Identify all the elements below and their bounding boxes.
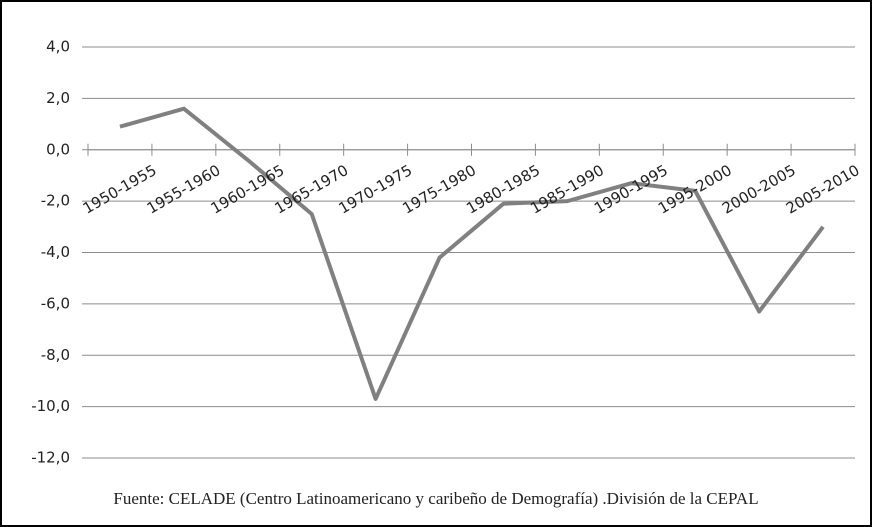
y-tick-label: 4,0 bbox=[46, 38, 70, 56]
data-line bbox=[119, 106, 825, 401]
y-tick-label: -12,0 bbox=[31, 449, 70, 467]
source-note: Fuente: CELADE (Centro Latinoamericano y… bbox=[113, 489, 758, 508]
y-tick-label: -6,0 bbox=[41, 294, 70, 312]
y-tick-label: 2,0 bbox=[46, 89, 70, 107]
y-tick-label: -2,0 bbox=[41, 192, 70, 210]
y-tick-label: -8,0 bbox=[41, 346, 70, 364]
y-tick-label: -4,0 bbox=[41, 243, 70, 261]
y-tick-label: 0,0 bbox=[46, 140, 70, 158]
y-tick-label: -10,0 bbox=[31, 397, 70, 415]
